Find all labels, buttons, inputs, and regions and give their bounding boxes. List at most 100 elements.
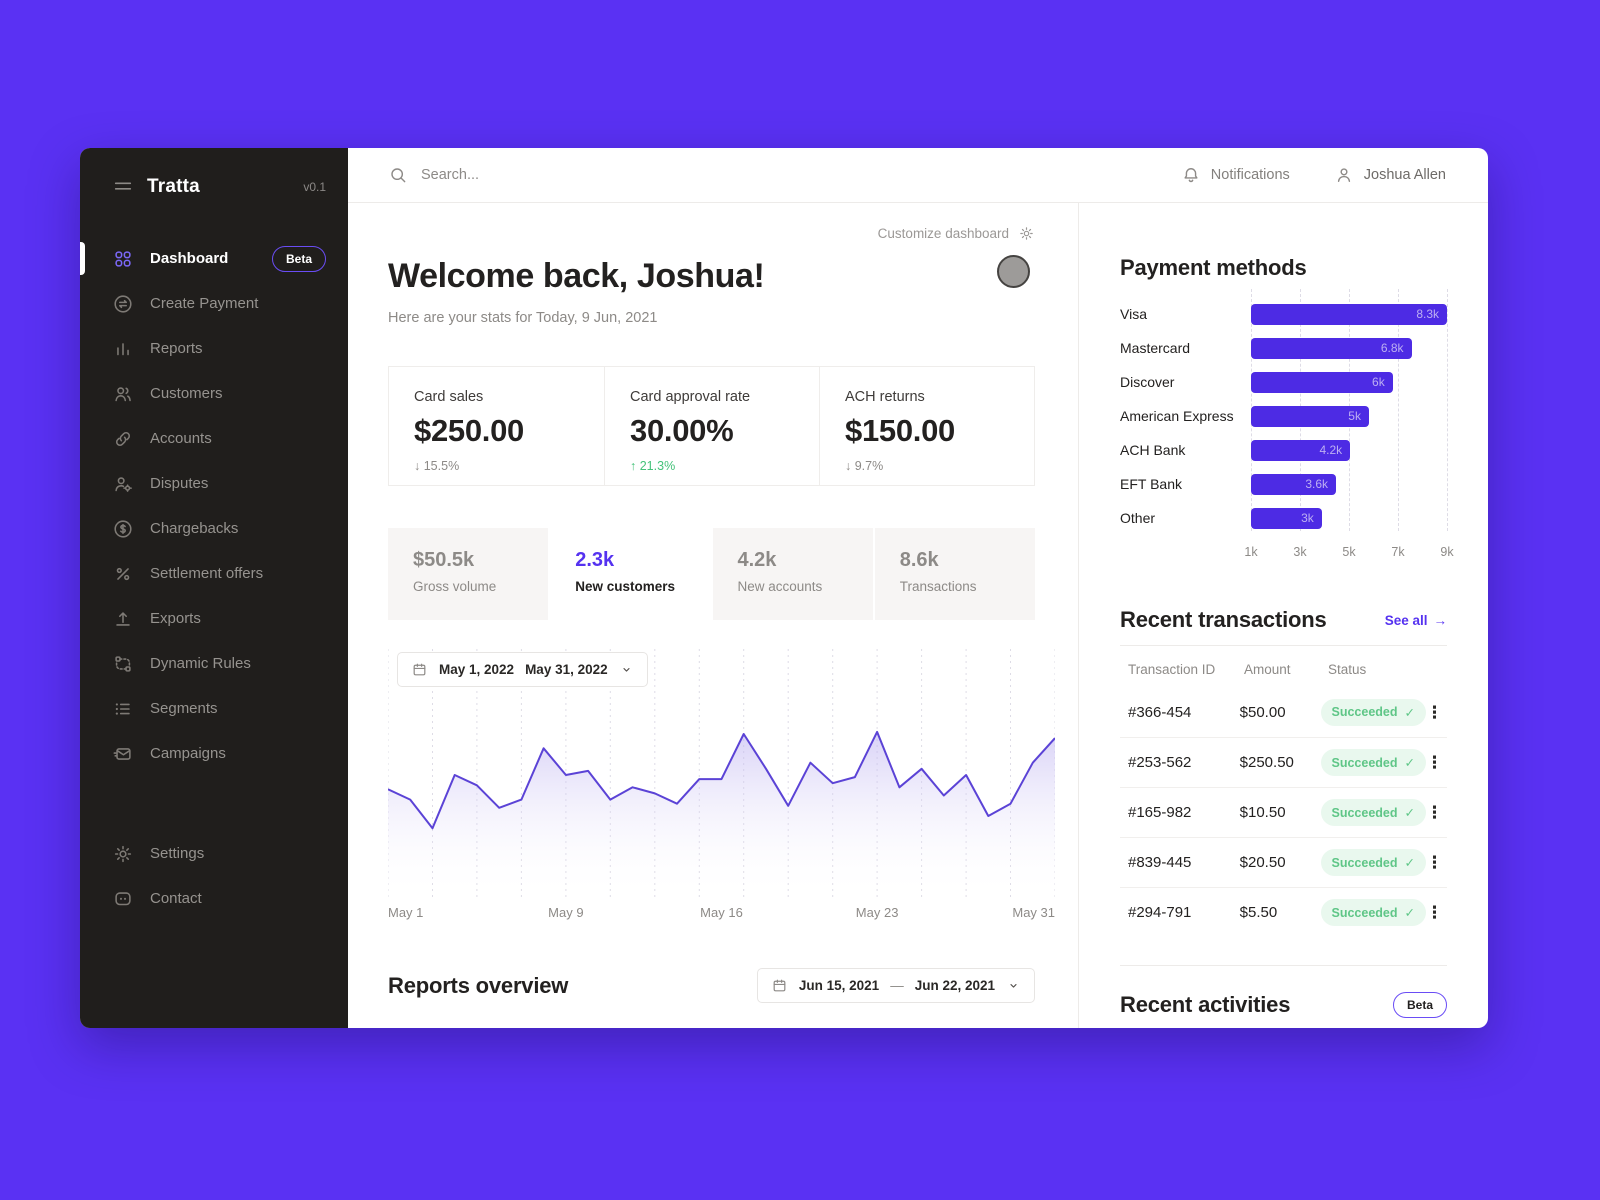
see-all-link[interactable]: See all → <box>1384 612 1447 628</box>
stat-value: $150.00 <box>845 413 955 448</box>
row-menu-kebab-icon[interactable]: ⋮ <box>1426 903 1443 922</box>
topbar: Notifications Joshua Allen <box>348 148 1488 203</box>
x-axis-tick-label: May 16 <box>700 905 743 920</box>
date-range-end: Jun 22, 2021 <box>914 978 995 993</box>
reports-date-range-picker[interactable]: Jun 15, 2021 — Jun 22, 2021 <box>756 968 1035 1003</box>
sidebar-item-dashboard[interactable]: Dashboard Beta <box>80 236 348 281</box>
contact-chat-icon <box>112 888 134 910</box>
tab-gross-volume[interactable]: $50.5k Gross volume <box>388 528 549 620</box>
stat-card-ach-returns: ACH returns $150.00 ↓ 9.7% <box>819 367 1034 485</box>
column-status: Status <box>1328 662 1367 677</box>
segments-icon <box>112 698 134 720</box>
sidebar-item-reports[interactable]: Reports <box>80 326 348 371</box>
payment-method-label: Visa <box>1120 306 1147 322</box>
app-window: Tratta v0.1 Dashboard Beta Create Paymen… <box>80 148 1488 1028</box>
app-version: v0.1 <box>303 180 326 194</box>
metric-tabs: $50.5k Gross volume 2.3k New customers 4… <box>388 528 1035 620</box>
delta-arrow-icon: ↓ <box>845 459 852 473</box>
x-axis-tick-label: 1k <box>1244 545 1258 559</box>
bell-icon <box>1181 165 1201 185</box>
customize-dashboard-button[interactable]: Customize dashboard <box>388 225 1035 242</box>
search-input[interactable] <box>421 167 721 183</box>
payment-method-label: Mastercard <box>1120 340 1191 356</box>
area-chart-svg <box>388 649 1055 898</box>
sidebar-item-customers[interactable]: Customers <box>80 371 348 416</box>
chart-x-axis-labels: May 1 May 9 May 16 May 23 May 31 <box>388 905 1055 923</box>
sidebar-item-campaigns[interactable]: Campaigns <box>80 731 348 776</box>
bar[interactable]: 8.3k <box>1251 303 1447 325</box>
sidebar-item-create-payment[interactable]: Create Payment <box>80 281 348 326</box>
notifications-label: Notifications <box>1210 167 1290 183</box>
bar-value-label: 6k <box>1372 375 1385 389</box>
status-badge: Succeeded ✓ <box>1320 899 1426 926</box>
active-indicator <box>80 242 85 275</box>
transaction-row: #165-982 $10.50 Succeeded ✓ ⋮ <box>1120 787 1447 837</box>
bar[interactable]: 4.2k <box>1251 439 1351 461</box>
right-panel: Payment methods Visa 8.3k Mastercard 6.8k Di… <box>1078 203 1488 1028</box>
tab-new-customers[interactable]: 2.3k New customers <box>550 528 711 620</box>
bar[interactable]: 6k <box>1251 371 1393 393</box>
beta-badge: Beta <box>271 245 326 272</box>
sidebar-item-contact[interactable]: Contact <box>80 876 348 921</box>
customers-icon <box>112 383 134 405</box>
payment-method-label: EFT Bank <box>1120 476 1182 492</box>
bar[interactable]: 3k <box>1251 507 1322 529</box>
row-menu-kebab-icon[interactable]: ⋮ <box>1426 702 1443 722</box>
x-axis-tick-label: 9k <box>1440 545 1454 559</box>
transactions-header: Recent transactions See all → <box>1120 607 1447 633</box>
x-axis-tick-label: 5k <box>1342 545 1356 559</box>
tab-new-accounts[interactable]: 4.2k New accounts <box>712 528 873 620</box>
bar[interactable]: 5k <box>1251 405 1369 427</box>
bar-value-label: 3.6k <box>1305 477 1329 491</box>
payment-method-row: American Express 5k <box>1120 399 1447 433</box>
transaction-row: #366-454 $50.00 Succeeded ✓ ⋮ <box>1120 687 1447 737</box>
payment-method-row: Visa 8.3k <box>1120 297 1447 331</box>
sidebar-item-exports[interactable]: Exports <box>80 596 348 641</box>
sidebar-item-settlement-offers[interactable]: Settlement offers <box>80 551 348 596</box>
x-axis-tick-label: May 23 <box>855 905 899 920</box>
stats-row: Card sales $250.00 ↓ 15.5% Card approval… <box>388 366 1035 486</box>
sidebar-bottom-nav: Settings Contact <box>80 831 348 1011</box>
logo-row: Tratta v0.1 <box>80 148 348 198</box>
transaction-amount: $20.50 <box>1239 854 1286 871</box>
chevron-down-icon <box>619 662 634 677</box>
payment-method-label: Other <box>1120 510 1156 526</box>
sidebar-item-settings[interactable]: Settings <box>80 831 348 876</box>
sidebar-item-disputes[interactable]: Disputes <box>80 461 348 506</box>
user-menu[interactable]: Joshua Allen <box>1334 165 1446 185</box>
search-bar <box>388 165 721 185</box>
row-menu-kebab-icon[interactable]: ⋮ <box>1426 753 1443 772</box>
delta-arrow-icon: ↓ <box>414 459 421 473</box>
check-icon: ✓ <box>1404 705 1415 720</box>
trend-date-range-picker[interactable]: May 1, 2022 May 31, 2022 <box>397 652 648 687</box>
x-axis-tick-label: May 31 <box>1012 905 1055 920</box>
sidebar-item-dynamic-rules[interactable]: Dynamic Rules <box>80 641 348 686</box>
tab-transactions[interactable]: 8.6k Transactions <box>874 528 1035 620</box>
notifications-button[interactable]: Notifications <box>1181 165 1290 185</box>
row-menu-kebab-icon[interactable]: ⋮ <box>1426 853 1443 872</box>
settlement-offers-icon <box>112 563 134 585</box>
user-name: Joshua Allen <box>1363 167 1446 183</box>
sidebar-item-accounts[interactable]: Accounts <box>80 416 348 461</box>
transaction-amount: $5.50 <box>1239 904 1278 921</box>
bar[interactable]: 6.8k <box>1251 337 1412 359</box>
stat-card-approval-rate: Card approval rate 30.00% ↑ 21.3% <box>604 367 819 485</box>
sidebar-item-segments[interactable]: Segments <box>80 686 348 731</box>
sidebar-item-chargebacks[interactable]: Chargebacks <box>80 506 348 551</box>
payment-method-row: Other 3k <box>1120 501 1447 535</box>
calendar-icon <box>771 977 788 994</box>
bar[interactable]: 3.6k <box>1251 473 1337 495</box>
bar-track: 8.3k <box>1251 303 1447 325</box>
transaction-row: #253-562 $250.50 Succeeded ✓ ⋮ <box>1120 737 1447 787</box>
menu-icon[interactable] <box>112 176 134 198</box>
row-menu-kebab-icon[interactable]: ⋮ <box>1426 803 1443 822</box>
settings-gear-icon <box>112 843 134 865</box>
bar-value-label: 6.8k <box>1380 341 1404 355</box>
column-transaction-id: Transaction ID <box>1128 662 1216 677</box>
drag-handle-circle[interactable] <box>997 255 1030 288</box>
x-axis-tick-label: 7k <box>1391 545 1405 559</box>
disputes-icon <box>112 473 134 495</box>
stat-label: Card approval rate <box>630 389 751 405</box>
status-badge: Succeeded ✓ <box>1320 698 1426 726</box>
stat-value: 30.00% <box>630 413 734 448</box>
